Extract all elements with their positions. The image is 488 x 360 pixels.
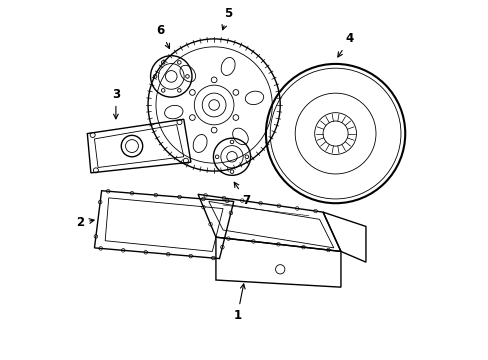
Text: 5: 5	[222, 8, 232, 30]
Text: 3: 3	[112, 88, 120, 119]
Text: 6: 6	[156, 24, 169, 49]
Text: 7: 7	[234, 182, 250, 207]
Text: 2: 2	[76, 216, 94, 229]
Text: 4: 4	[337, 32, 353, 57]
Text: 1: 1	[233, 284, 244, 322]
